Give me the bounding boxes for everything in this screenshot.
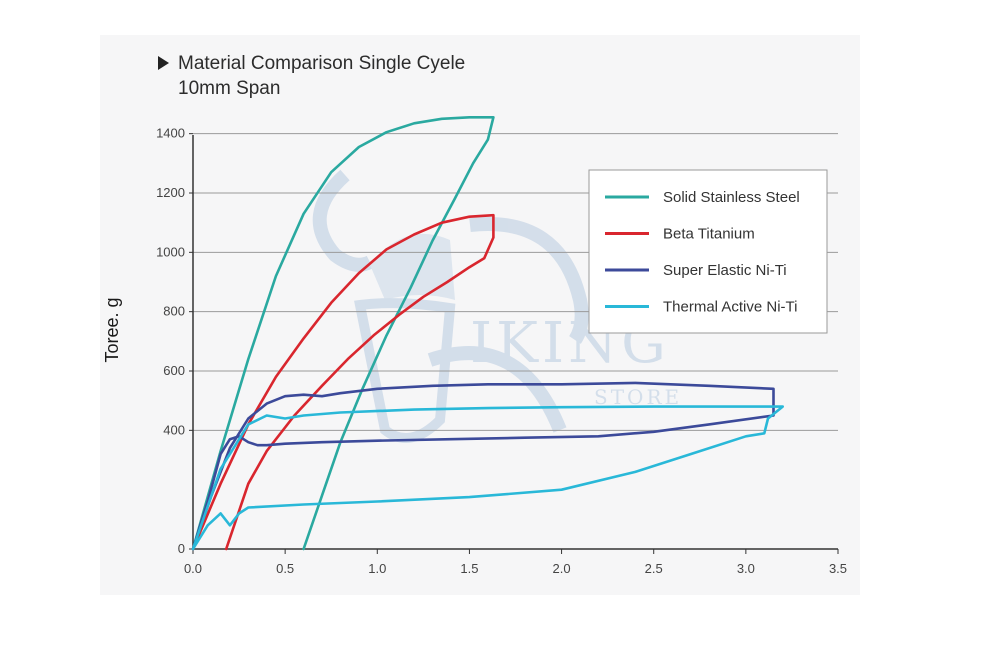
watermark-shield	[354, 298, 456, 443]
legend-entry: Super Elastic Ni-Ti	[663, 262, 787, 279]
chart-subtitle: 10mm Span	[178, 78, 281, 99]
watermark-helmet	[370, 233, 455, 300]
play-triangle-icon	[158, 56, 169, 70]
legend-entry: Thermal Active Ni-Ti	[663, 299, 797, 316]
x-tick-label: 1.5	[460, 561, 478, 576]
y-tick-label: 600	[163, 363, 185, 378]
series-group	[191, 116, 785, 551]
series-line-beta-titanium	[191, 213, 495, 551]
y-tick-label: 800	[163, 304, 185, 319]
series-line-thermal-active-ni-ti	[191, 405, 785, 551]
watermark-logo: IKING STORE	[312, 169, 682, 443]
watermark-horn-left	[312, 169, 374, 272]
legend-entry: Solid Stainless Steel	[663, 189, 800, 206]
y-axis-label: Toree. g	[102, 297, 122, 362]
x-tick-label: 3.5	[829, 561, 847, 576]
watermark-store: STORE	[594, 385, 682, 409]
watermark-horn-right	[469, 217, 589, 344]
legend: Solid Stainless Steel Beta Titanium Super …	[588, 169, 828, 334]
y-tick-label: 400	[163, 422, 185, 437]
x-tick-label: 2.0	[553, 561, 571, 576]
x-tick-label: 1.0	[368, 561, 386, 576]
y-tick-label: 1200	[156, 185, 185, 200]
chart-title-text: Material Comparison Single Cyele	[178, 53, 466, 74]
y-tick-label: 0	[178, 541, 185, 556]
y-tick-label: 1400	[156, 126, 185, 141]
x-tick-label: 0.5	[276, 561, 294, 576]
series-line-super-elastic-ni-ti	[191, 381, 775, 551]
series-line-solid-stainless-steel	[191, 116, 495, 551]
y-tick-label: 1000	[156, 244, 185, 259]
x-tick-label: 0.0	[184, 561, 202, 576]
x-tick-label: 3.0	[737, 561, 755, 576]
legend-entry: Beta Titanium	[663, 226, 755, 243]
x-tick-label: 2.5	[645, 561, 663, 576]
axes: 0 400 600 800 1000 1200 1400 0.0 0.5 1.0 1.5 2.0 2.5…	[156, 126, 847, 576]
